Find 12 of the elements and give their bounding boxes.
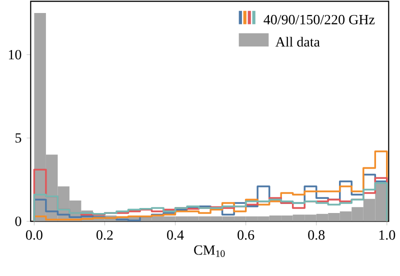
legend-label: All data bbox=[275, 36, 320, 47]
x-tick-label: 0.6 bbox=[238, 230, 254, 240]
legend-title: 40/90/150/220 GHz bbox=[264, 14, 375, 24]
y-tick-label: 5 bbox=[16, 133, 22, 143]
x-tick-label: 1.0 bbox=[379, 230, 396, 240]
x-tick-label: 0.8 bbox=[308, 230, 325, 240]
y-tick-label: 0 bbox=[15, 216, 22, 226]
x-tick-label: 0.4 bbox=[167, 230, 184, 240]
x-axis-title: CM$_{10}$ bbox=[194, 245, 225, 257]
y-tick-label: 10 bbox=[8, 50, 22, 60]
x-tick-label: 0.2 bbox=[96, 230, 113, 240]
x-tick-label: 0.0 bbox=[26, 230, 42, 240]
